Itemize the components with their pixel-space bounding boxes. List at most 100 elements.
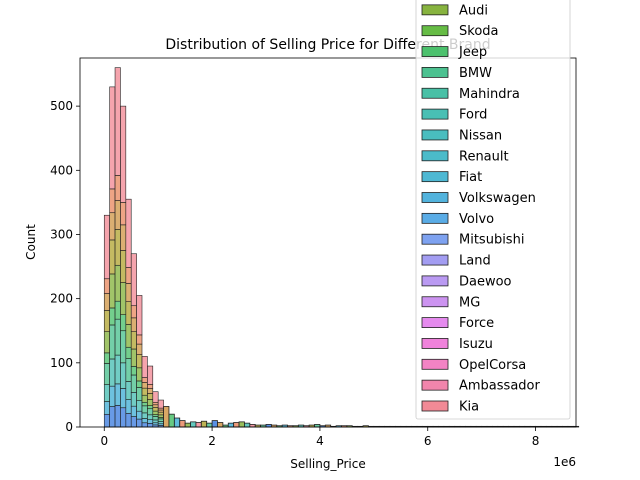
- bin-segment: [120, 407, 127, 428]
- bin-segment: [136, 334, 143, 345]
- bin-bar-9: [152, 391, 159, 428]
- bin-segment: [114, 200, 121, 230]
- legend-swatch: [421, 254, 449, 266]
- x-axis-label: Selling_Price: [290, 457, 366, 471]
- bin-segment: [130, 405, 137, 417]
- bin-segment: [114, 229, 121, 266]
- bin-segment: [141, 394, 148, 403]
- bin-bar-5: [130, 253, 137, 428]
- bin-segment: [114, 405, 121, 428]
- bin-segment: [238, 421, 245, 428]
- bin-segment: [125, 346, 132, 359]
- bin-segment: [244, 422, 251, 428]
- bin-segment: [136, 343, 143, 355]
- bin-segment: [141, 422, 148, 428]
- bin-bar-23: [227, 422, 235, 428]
- y-axis-label: Count: [24, 224, 38, 260]
- bin-segment: [125, 399, 132, 414]
- bin-segment: [109, 406, 116, 428]
- bin-segment: [200, 420, 208, 428]
- legend-label: Mahindra: [459, 87, 520, 102]
- bin-segment: [147, 388, 154, 394]
- bin-segment: [103, 413, 110, 428]
- bin-segment: [157, 411, 164, 416]
- bin-segment: [190, 421, 197, 428]
- bin-segment: [114, 264, 121, 302]
- bin-segment: [157, 414, 164, 418]
- bin-bar-14: [179, 420, 186, 428]
- bin-bar-12: [168, 413, 175, 428]
- bin-segment: [120, 202, 127, 226]
- legend-swatch: [421, 67, 449, 78]
- bin-segment: [195, 422, 202, 428]
- legend-label: Ford: [459, 108, 487, 123]
- bin-segment: [147, 399, 154, 406]
- bin-segment: [125, 267, 132, 284]
- bin-segment: [136, 367, 143, 382]
- bin-segment: [120, 224, 127, 251]
- bin-segment: [103, 331, 110, 354]
- x-offset-label: 1e6: [553, 455, 576, 469]
- legend-entry-mg: MG: [421, 295, 480, 310]
- legend-label: OpelCorsa: [459, 358, 526, 373]
- legend-swatch: [421, 296, 449, 308]
- legend-entry-volkswagen: Volkswagen: [421, 191, 536, 206]
- bin-segment: [130, 305, 137, 319]
- legend-entry-skoda: Skoda: [421, 24, 499, 39]
- bin-segment: [211, 420, 218, 428]
- bin-bar-17: [195, 422, 202, 428]
- bin-segment: [141, 382, 148, 389]
- legend-swatch: [421, 171, 449, 183]
- legend-label: Fiat: [459, 170, 482, 185]
- legend-label: Volkswagen: [459, 191, 536, 206]
- bin-segment: [152, 410, 159, 415]
- bin-segment: [120, 282, 127, 315]
- legend-entry-nissan: Nissan: [421, 128, 502, 143]
- legend-entry-mahindra: Mahindra: [421, 87, 520, 102]
- legend-label: Force: [459, 316, 494, 331]
- legend-entry-audi: Audi: [421, 3, 488, 18]
- bin-bar-11: [163, 406, 170, 428]
- bin-segment: [109, 358, 116, 387]
- chart-title: Distribution of Selling Price for Differ…: [165, 37, 490, 53]
- y-tick-label: 500: [50, 99, 73, 113]
- bin-segment: [136, 295, 143, 336]
- legend-entry-fiat: Fiat: [421, 170, 482, 185]
- bin-segment: [109, 86, 116, 190]
- bin-bar-8: [147, 365, 154, 428]
- bin-segment: [141, 377, 148, 383]
- bin-segment: [114, 383, 121, 406]
- bin-segment: [103, 214, 110, 280]
- bin-segment: [179, 420, 186, 428]
- legend-label: Jeep: [458, 45, 487, 60]
- bin-bar-2: [114, 67, 121, 428]
- bin-segment: [103, 310, 110, 333]
- legend-label: Nissan: [459, 128, 502, 143]
- bin-segment: [103, 352, 110, 364]
- bin-segment: [141, 401, 148, 407]
- bin-segment: [141, 387, 148, 396]
- bin-segment: [152, 401, 159, 406]
- bin-segment: [130, 317, 137, 333]
- y-tick-label: 100: [50, 356, 73, 370]
- bin-bar-13: [173, 417, 181, 428]
- bin-segment: [130, 366, 137, 376]
- bin-segment: [125, 301, 132, 325]
- bin-bar-16: [190, 421, 197, 428]
- bin-segment: [152, 422, 159, 426]
- bin-bar-15: [184, 422, 191, 428]
- bin-bar-6: [136, 295, 143, 428]
- bin-bar-7: [141, 356, 148, 428]
- legend-swatch: [421, 358, 449, 370]
- bin-bar-18: [200, 420, 208, 428]
- bin-segment: [163, 406, 170, 428]
- bin-segment: [136, 418, 143, 428]
- bin-bar-3: [120, 105, 127, 428]
- bin-segment: [125, 198, 132, 268]
- legend-frame: [415, 0, 571, 420]
- bin-segment: [130, 253, 137, 307]
- bin-segment: [125, 283, 132, 303]
- bin-segment: [147, 405, 154, 410]
- legend-swatch: [421, 379, 449, 391]
